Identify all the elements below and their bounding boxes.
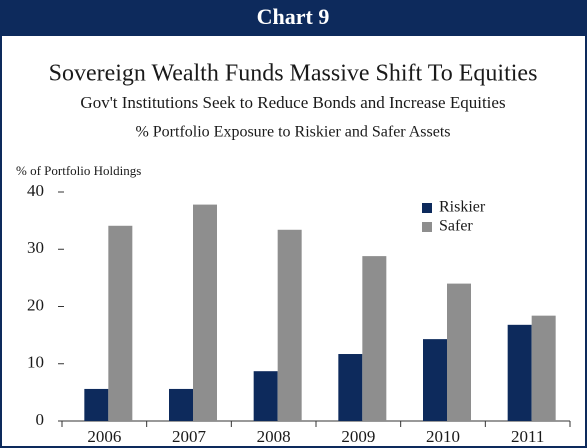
y-tick-label: 20 (27, 295, 44, 314)
x-tick-label: 2006 (87, 427, 121, 446)
chart-title: Sovereign Wealth Funds Massive Shift To … (49, 61, 538, 87)
legend-swatch (422, 222, 432, 232)
bar (362, 256, 387, 421)
x-tick-label: 2010 (426, 427, 460, 446)
legend-label: Riskier (439, 199, 486, 216)
bar (423, 339, 447, 421)
bar (253, 371, 278, 421)
bar (193, 204, 217, 421)
chart-header: Chart 9 (257, 4, 330, 29)
bar (447, 283, 471, 421)
x-tick-label: 2007 (172, 427, 207, 446)
x-tick-label: 2009 (341, 427, 375, 446)
x-tick-label: 2008 (257, 427, 291, 446)
header-bar (0, 0, 587, 36)
y-tick-label: 30 (27, 238, 44, 257)
bar (84, 388, 109, 421)
legend-swatch (422, 203, 432, 213)
bar (277, 229, 302, 421)
bar (108, 225, 133, 421)
x-tick-label: 2011 (511, 427, 544, 446)
bar (338, 354, 363, 421)
y-tick-label: 0 (36, 410, 45, 429)
y-tick-label: 40 (27, 181, 44, 200)
y-tick-label: 10 (27, 353, 44, 372)
chart-subtitle: Gov't Institutions Seek to Reduce Bonds … (80, 93, 505, 112)
bar (531, 315, 556, 421)
legend-label: Safer (439, 218, 473, 235)
bar (169, 388, 193, 421)
bar (507, 324, 532, 421)
chart-subtitle: % Portfolio Exposure to Riskier and Safe… (135, 124, 450, 141)
y-axis-label: % of Portfolio Holdings (16, 163, 141, 178)
